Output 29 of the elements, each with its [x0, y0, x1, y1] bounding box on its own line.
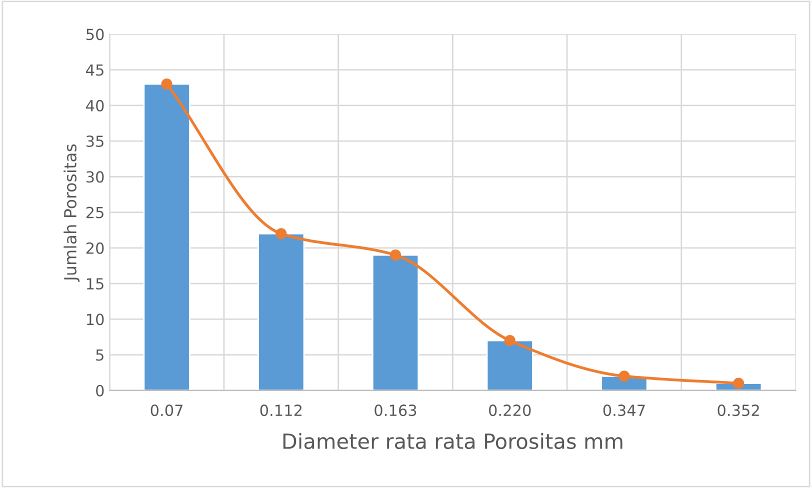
y-axis-title: Jumlah Porositas — [64, 144, 80, 282]
bar — [258, 232, 305, 390]
y-tick-label: 25 — [86, 206, 104, 218]
point — [276, 228, 287, 240]
point — [161, 78, 172, 90]
bar — [486, 340, 534, 390]
bar — [143, 83, 190, 390]
point — [733, 378, 744, 389]
y-tick-label: 10 — [86, 314, 104, 326]
y-tick-label: 5 — [96, 349, 104, 361]
x-tick-label: 0.163 — [374, 404, 416, 416]
y-tick-label: 15 — [86, 278, 104, 290]
y-tick-label: 40 — [86, 100, 104, 112]
point — [390, 249, 402, 261]
x-tick-label: 0.352 — [718, 404, 759, 416]
bar — [372, 254, 420, 390]
x-axis-title: Diameter rata rata Porositas mm — [283, 432, 622, 450]
x-tick-label: 0.112 — [260, 404, 302, 416]
y-tick-label: 50 — [86, 28, 104, 40]
x-tick-label: 0.07 — [150, 404, 182, 416]
y-tick-label: 45 — [86, 64, 104, 76]
y-tick-label: 30 — [86, 171, 104, 183]
x-tick-label: 0.220 — [489, 404, 531, 416]
y-tick-label: 0 — [96, 384, 104, 396]
y-tick-label: 20 — [86, 242, 104, 254]
x-tick-label: 0.347 — [603, 404, 645, 416]
point — [618, 370, 630, 382]
y-tick-label: 35 — [86, 135, 104, 148]
point — [504, 334, 516, 346]
